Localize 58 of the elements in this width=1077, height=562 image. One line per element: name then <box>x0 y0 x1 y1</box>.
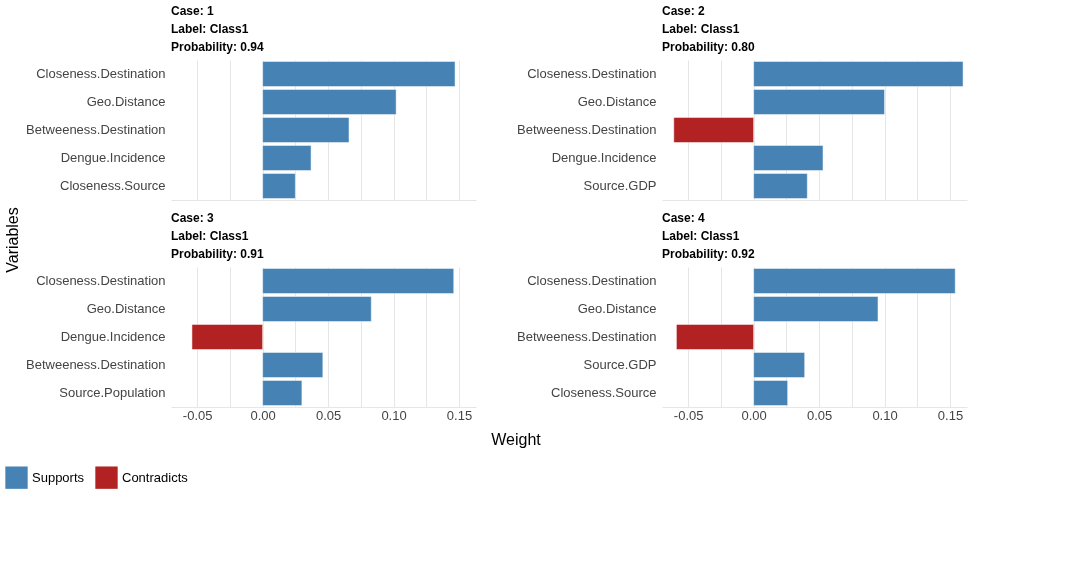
y-tick-label: Geo.Distance <box>86 94 166 109</box>
y-tick-label: Closeness.Destination <box>527 273 657 288</box>
x-tick-label: 0.10 <box>381 407 407 423</box>
legend-label: Contradicts <box>122 469 189 485</box>
y-tick-label: Geo.Distance <box>577 301 657 316</box>
x-tick-label: 0.00 <box>741 407 767 423</box>
bar <box>753 352 805 378</box>
y-tick-label: Dengue.Incidence <box>60 150 166 165</box>
bar <box>676 324 754 350</box>
x-tick-label: -0.05 <box>182 407 213 423</box>
bar <box>753 173 808 199</box>
y-tick-label: Source.GDP <box>583 178 657 193</box>
bar <box>753 268 956 294</box>
y-tick-label: Dengue.Incidence <box>60 329 166 344</box>
x-tick-label: 0.15 <box>446 407 473 423</box>
bar <box>262 117 350 143</box>
y-tick-label: Closeness.Destination <box>527 66 657 81</box>
y-tick-label: Geo.Distance <box>577 94 657 109</box>
bar <box>262 173 296 199</box>
chart-title: Case: 3 Label: Class1 Probability: 0.91 <box>171 211 265 261</box>
bar <box>753 380 788 406</box>
x-axis-title: Weight <box>491 431 542 448</box>
chart-title: Case: 2 Label: Class1 Probability: 0.80 <box>662 4 756 54</box>
x-tick-label: 0.10 <box>872 407 898 423</box>
bar <box>262 352 324 378</box>
legend-label: Supports <box>32 469 85 485</box>
bar <box>753 89 885 115</box>
bar <box>753 61 964 87</box>
bar <box>191 324 263 350</box>
y-tick-label: Geo.Distance <box>86 301 166 316</box>
y-tick-label: Source.GDP <box>583 357 657 372</box>
y-tick-label: Closeness.Source <box>551 385 657 400</box>
y-tick-label: Dengue.Incidence <box>551 150 657 165</box>
x-tick-label: 0.15 <box>937 407 964 423</box>
y-tick-label: Betweeness.Destination <box>26 122 166 137</box>
bar <box>262 89 397 115</box>
bar <box>753 296 879 322</box>
bar <box>673 117 754 143</box>
bar <box>262 61 456 87</box>
bar <box>262 380 303 406</box>
x-tick-label: 0.05 <box>806 407 833 423</box>
chart-title: Case: 4 Label: Class1 Probability: 0.92 <box>662 211 756 261</box>
y-tick-label: Closeness.Destination <box>36 273 166 288</box>
y-tick-label: Betweeness.Destination <box>517 329 657 344</box>
x-tick-label: 0.00 <box>250 407 276 423</box>
y-tick-label: Closeness.Destination <box>36 66 166 81</box>
x-tick-label: -0.05 <box>673 407 704 423</box>
bar <box>262 268 454 294</box>
y-axis-title: Variables <box>4 207 21 273</box>
y-tick-label: Betweeness.Destination <box>517 122 657 137</box>
y-tick-label: Betweeness.Destination <box>26 357 166 372</box>
y-tick-label: Closeness.Source <box>60 178 166 193</box>
bar <box>753 145 824 171</box>
chart-title: Case: 1 Label: Class1 Probability: 0.94 <box>171 4 265 54</box>
bar <box>262 145 312 171</box>
y-tick-label: Source.Population <box>59 385 166 400</box>
x-tick-label: 0.05 <box>315 407 342 423</box>
bar <box>262 296 372 322</box>
